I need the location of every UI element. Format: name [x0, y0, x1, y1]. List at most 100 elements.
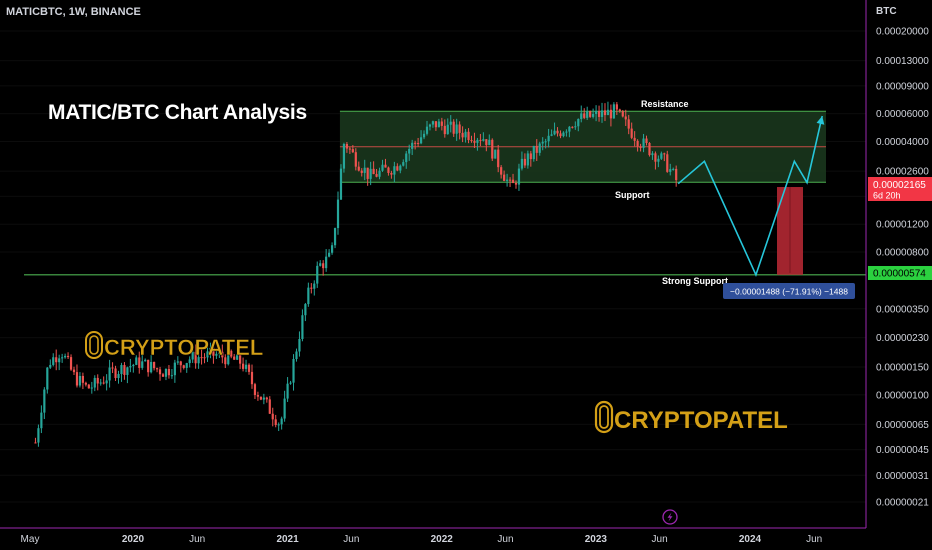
- candle-body: [188, 359, 191, 364]
- candle-body: [339, 168, 343, 200]
- candle-body: [277, 424, 280, 426]
- candles: [34, 101, 678, 447]
- candle-body: [155, 368, 159, 370]
- candle-body: [81, 375, 85, 383]
- price-tick-label: 0.00000065: [876, 420, 929, 431]
- candle-body: [289, 382, 292, 384]
- candle-body: [488, 139, 491, 146]
- candle-body: [322, 263, 325, 269]
- chart-headline: MATIC/BTC Chart Analysis: [48, 101, 307, 124]
- candle-body: [120, 365, 123, 375]
- candle-body: [500, 167, 503, 175]
- candle-body: [559, 133, 562, 137]
- candle-body: [123, 365, 126, 375]
- measure-readout-bg: [723, 283, 855, 299]
- price-tick-label: 0.00013000: [876, 56, 929, 67]
- candle-body: [574, 126, 577, 128]
- candle-body: [212, 347, 215, 356]
- candle-body: [390, 172, 393, 175]
- candle-body: [411, 142, 414, 149]
- candle-body: [304, 304, 307, 316]
- candle-body: [417, 143, 420, 145]
- candle-body: [197, 357, 200, 364]
- candle-body: [523, 158, 526, 166]
- candle-body: [96, 377, 99, 384]
- price-axis-unit: BTC: [876, 6, 897, 17]
- candle-body: [129, 366, 132, 368]
- candle-body: [372, 168, 375, 175]
- level-tag-bg: [868, 266, 932, 280]
- candle-body: [167, 368, 171, 376]
- candle-body: [147, 359, 150, 373]
- candle-body: [253, 384, 257, 396]
- candle-body: [556, 130, 559, 134]
- candle-body: [594, 111, 598, 114]
- price-tick-label: 0.00000350: [876, 304, 929, 315]
- candle-body: [230, 350, 233, 357]
- candle-body: [491, 139, 494, 159]
- candle-body: [259, 396, 262, 400]
- price-axis[interactable]: BTC 0.00020000 0.00013000 0.00009000 0.0000…: [865, 0, 929, 528]
- candle-body: [43, 389, 46, 413]
- strong-support-price-tag[interactable]: 0.00000574: [868, 266, 932, 280]
- candle-body: [283, 398, 286, 419]
- price-tick-label: 0.00002600: [876, 167, 929, 178]
- candle-body: [651, 153, 654, 156]
- candle-body: [351, 149, 354, 153]
- candle-body: [508, 179, 512, 181]
- candle-body: [618, 109, 621, 112]
- candle-body: [138, 357, 141, 368]
- grid-lines: [0, 30, 866, 503]
- candle-body: [265, 397, 268, 400]
- candle-body: [630, 128, 633, 138]
- candle-body: [241, 363, 245, 369]
- candle-body: [503, 174, 506, 181]
- current-price-tag[interactable]: 0.00002165 6d 20h: [868, 177, 932, 201]
- candle-body: [402, 162, 405, 166]
- candle-body: [55, 357, 58, 363]
- candle-body: [221, 351, 224, 358]
- candle-body: [612, 104, 615, 119]
- candle-body: [547, 135, 550, 142]
- candle-body: [102, 382, 105, 384]
- candle-body: [624, 116, 627, 120]
- candle-body: [494, 149, 497, 159]
- candle-body: [313, 283, 316, 289]
- candle-body: [428, 124, 432, 127]
- candle-body: [514, 183, 518, 185]
- candle-body: [532, 145, 535, 160]
- candle-body: [627, 119, 630, 129]
- candle-body: [473, 140, 476, 143]
- candle-body: [218, 351, 221, 354]
- candle-body: [206, 351, 209, 358]
- candle-body: [75, 372, 79, 386]
- candle-body: [387, 167, 390, 173]
- candle-body: [378, 170, 381, 177]
- candle-body: [40, 412, 43, 429]
- candle-body: [446, 124, 449, 135]
- candle-body: [479, 139, 482, 141]
- symbol-info: MATICBTC, 1W, BINANCE: [6, 6, 141, 18]
- candle-body: [517, 168, 521, 185]
- candle-body: [194, 351, 197, 364]
- projection-path[interactable]: [677, 115, 823, 278]
- watermark-text: CRYPTOPATEL: [614, 407, 788, 434]
- candle-body: [224, 357, 227, 365]
- time-axis[interactable]: May 2020 Jun 2021 Jun 2022 Jun 2023 Jun 2024 Jun: [0, 527, 866, 545]
- candle-body: [141, 361, 144, 368]
- candle-body: [247, 364, 251, 372]
- price-tick-label: 0.00000100: [876, 390, 929, 401]
- current-price-value: 0.00002165: [873, 180, 926, 191]
- time-tick-label: 2022: [431, 534, 454, 545]
- watermark-coin-icon: [594, 400, 614, 434]
- candle-body: [164, 368, 168, 377]
- candle-body: [425, 126, 429, 134]
- candle-body: [69, 357, 73, 370]
- candle-body: [292, 358, 295, 383]
- lightning-icon[interactable]: [662, 509, 678, 525]
- candle-body: [78, 375, 82, 386]
- price-tick-labels: 0.00020000 0.00013000 0.00009000 0.00006000…: [876, 27, 929, 509]
- candle-body: [34, 442, 37, 444]
- candle-body: [328, 252, 331, 257]
